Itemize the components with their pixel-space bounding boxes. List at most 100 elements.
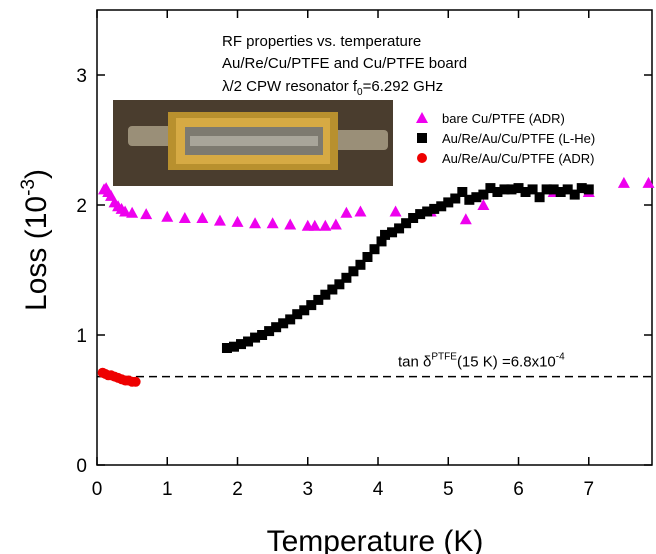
data-point	[583, 184, 594, 195]
x-tick-label: 1	[162, 479, 173, 500]
y-tick-label: 1	[76, 326, 87, 347]
data-point	[320, 289, 331, 300]
data-point	[271, 322, 282, 333]
data-point	[387, 227, 398, 238]
title-line: RF properties vs. temperature	[222, 33, 421, 50]
data-point	[548, 184, 559, 195]
data-point	[257, 330, 268, 340]
data-point	[477, 199, 490, 210]
data-point	[221, 343, 232, 353]
title-line: Au/Re/Cu/PTFE and Cu/PTFE board	[222, 55, 467, 72]
data-point	[450, 193, 461, 204]
data-point	[459, 213, 472, 225]
y-tick-label: 3	[76, 66, 87, 87]
data-point	[527, 184, 538, 195]
data-point	[520, 187, 531, 197]
annotation-text: -4	[556, 352, 565, 363]
x-tick-label: 5	[443, 479, 454, 500]
data-point	[213, 214, 226, 226]
data-point	[380, 229, 391, 240]
data-point	[422, 206, 433, 217]
data-point	[334, 279, 345, 290]
data-point	[319, 219, 332, 231]
data-point	[478, 189, 489, 200]
data-point	[161, 210, 174, 222]
data-point	[178, 212, 191, 223]
legend-label: Au/Re/Au/Cu/PTFE (ADR)	[442, 151, 594, 166]
data-point	[140, 208, 153, 220]
data-point	[285, 314, 296, 325]
data-point	[464, 194, 475, 205]
data-point	[485, 183, 496, 194]
data-point	[642, 176, 655, 188]
data-point	[513, 183, 524, 194]
data-point	[236, 339, 247, 350]
data-point	[569, 189, 580, 200]
data-point	[436, 201, 447, 212]
data-point	[389, 205, 402, 217]
data-point	[341, 272, 352, 283]
data-point	[355, 259, 366, 270]
data-point	[506, 184, 517, 195]
data-point	[196, 212, 209, 223]
data-point	[292, 309, 303, 320]
x-tick-label: 2	[232, 479, 243, 500]
data-point	[313, 294, 324, 305]
data-point	[394, 223, 405, 234]
y-tick-label: 0	[76, 456, 87, 477]
data-point	[541, 184, 552, 195]
data-point	[534, 192, 545, 203]
annotation-text: PTFE	[431, 352, 457, 363]
data-point	[401, 218, 412, 229]
legend-marker	[417, 133, 427, 143]
y-axis-label: Loss (10-3)	[18, 169, 53, 311]
data-point	[369, 244, 380, 255]
x-tick-label: 6	[513, 479, 524, 500]
data-point	[243, 336, 254, 347]
data-point	[231, 215, 244, 227]
data-point	[429, 203, 440, 214]
data-point	[306, 300, 317, 311]
legend-label: bare Cu/PTFE (ADR)	[442, 111, 565, 126]
data-point	[408, 213, 419, 223]
data-point	[443, 197, 454, 208]
data-point	[492, 187, 503, 197]
data-point	[576, 183, 587, 194]
data-point	[340, 206, 353, 218]
x-tick-label: 3	[302, 479, 313, 500]
data-point	[284, 218, 297, 230]
title-line: λ/2 CPW resonator f0=6.292 GHz	[222, 78, 443, 98]
data-point	[130, 376, 141, 387]
data-point	[278, 318, 289, 329]
data-point	[354, 205, 367, 217]
x-tick-label: 0	[92, 479, 103, 500]
photo-inset	[113, 100, 393, 186]
data-point	[126, 206, 139, 218]
x-tick-label: 7	[583, 479, 594, 500]
y-tick-label: 2	[76, 196, 87, 217]
annotation-text: tan δ	[398, 354, 431, 371]
legend-label: Au/Re/Au/Cu/PTFE (L-He)	[442, 131, 595, 146]
data-point	[249, 217, 262, 229]
data-point	[376, 236, 387, 247]
data-point	[327, 284, 338, 295]
data-point	[264, 326, 275, 337]
data-point	[119, 205, 132, 217]
legend-marker	[416, 112, 428, 123]
data-point	[457, 187, 468, 197]
reference-label: tan δPTFE(15 K) =6.8x10-4	[398, 352, 565, 371]
data-point	[617, 176, 630, 188]
data-point	[308, 219, 321, 231]
data-point	[329, 218, 342, 230]
x-axis-label: Temperature (K)	[267, 525, 484, 554]
x-tick-label: 4	[373, 479, 384, 500]
data-point	[228, 341, 239, 352]
data-point	[299, 305, 310, 316]
data-point	[266, 217, 279, 229]
data-point	[499, 184, 510, 195]
annotation-text: (15 K) =6.8x10	[457, 354, 556, 371]
data-point	[415, 209, 426, 220]
plot-frame	[96, 9, 653, 466]
